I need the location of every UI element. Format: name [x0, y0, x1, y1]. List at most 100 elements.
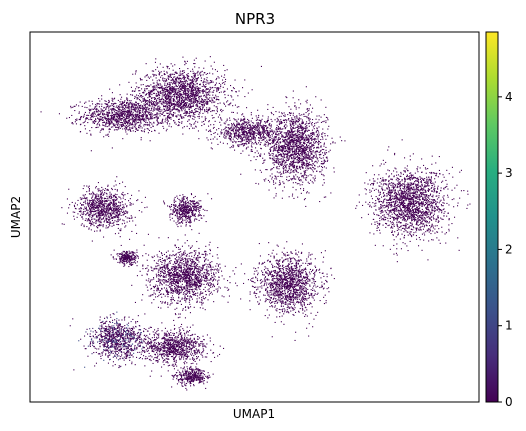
scatter-point — [228, 128, 230, 130]
scatter-point — [170, 89, 172, 91]
scatter-point — [123, 119, 125, 121]
scatter-point — [263, 159, 265, 161]
scatter-point — [164, 89, 166, 91]
scatter-point — [314, 161, 316, 163]
scatter-point — [244, 125, 246, 127]
scatter-point — [232, 128, 234, 130]
scatter-point — [323, 179, 325, 181]
scatter-point — [249, 135, 251, 137]
scatter-point — [308, 143, 310, 145]
scatter-point — [130, 124, 132, 126]
scatter-point — [297, 161, 299, 163]
scatter-point — [131, 122, 133, 124]
scatter-point — [178, 95, 180, 97]
scatter-point — [248, 142, 250, 144]
scatter-point — [124, 104, 126, 106]
scatter-point — [129, 127, 131, 129]
scatter-point — [98, 98, 100, 100]
scatter-point — [301, 136, 303, 138]
scatter-point — [288, 142, 290, 144]
scatter-point — [128, 102, 130, 104]
scatter-point — [259, 134, 261, 136]
scatter-point — [174, 96, 176, 98]
scatter-point — [298, 166, 300, 168]
scatter-point — [206, 109, 208, 111]
scatter-point — [307, 137, 309, 139]
scatter-point — [216, 87, 218, 89]
scatter-point — [190, 107, 192, 109]
scatter-point — [264, 180, 266, 182]
scatter-point — [139, 112, 141, 114]
scatter-point — [297, 134, 299, 136]
scatter-point — [236, 126, 238, 128]
scatter-point — [325, 120, 327, 122]
scatter-point — [276, 129, 278, 131]
scatter-point — [236, 130, 238, 132]
scatter-point — [211, 102, 213, 104]
scatter-point — [210, 81, 212, 83]
scatter-point — [293, 156, 295, 158]
scatter-point — [193, 100, 195, 102]
scatter-point — [125, 115, 127, 117]
scatter-point — [184, 98, 186, 100]
scatter-point — [160, 110, 162, 112]
scatter-point — [271, 131, 273, 133]
scatter-point — [150, 84, 152, 86]
scatter-point — [291, 138, 293, 140]
scatter-point — [267, 108, 269, 110]
scatter-point — [186, 75, 188, 77]
scatter-point — [280, 158, 282, 160]
scatter-point — [161, 113, 163, 115]
scatter-point — [301, 122, 303, 124]
scatter-point — [232, 87, 234, 89]
scatter-point — [295, 153, 297, 155]
scatter-point — [263, 153, 265, 155]
scatter-point — [234, 125, 236, 127]
scatter-point — [94, 108, 96, 110]
scatter-point — [306, 192, 308, 194]
scatter-point — [284, 164, 286, 166]
scatter-point — [241, 138, 243, 140]
scatter-point — [192, 102, 194, 104]
scatter-point — [138, 115, 140, 117]
scatter-point — [310, 146, 312, 148]
scatter-point — [190, 98, 192, 100]
scatter-point — [199, 87, 201, 89]
scatter-point — [297, 124, 299, 126]
scatter-point — [185, 62, 187, 64]
scatter-point — [308, 141, 310, 143]
scatter-point — [155, 104, 157, 106]
scatter-point — [135, 126, 137, 128]
scatter-point — [142, 95, 144, 97]
scatter-point — [146, 93, 148, 95]
scatter-point — [177, 77, 179, 79]
scatter-point — [147, 128, 149, 130]
scatter-point — [272, 133, 274, 135]
scatter-point — [166, 84, 168, 86]
scatter-point — [113, 113, 115, 115]
scatter-point — [174, 100, 176, 102]
scatter-point — [181, 86, 183, 88]
scatter-point — [168, 117, 170, 119]
scatter-point — [300, 159, 302, 161]
scatter-point — [208, 109, 210, 111]
scatter-point — [72, 106, 74, 108]
scatter-point — [308, 136, 310, 138]
scatter-point — [285, 102, 287, 104]
scatter-point — [277, 119, 279, 121]
scatter-point — [270, 125, 272, 127]
scatter-point — [274, 175, 276, 177]
scatter-point — [322, 128, 324, 130]
scatter-point — [196, 106, 198, 108]
scatter-point — [103, 136, 105, 138]
scatter-point — [194, 113, 196, 115]
scatter-point — [241, 127, 243, 129]
scatter-point — [168, 106, 170, 108]
scatter-point — [314, 175, 316, 177]
scatter-point — [101, 105, 103, 107]
scatter-point — [254, 126, 256, 128]
scatter-point — [124, 114, 126, 116]
scatter-point — [161, 122, 163, 124]
scatter-point — [140, 79, 142, 81]
scatter-point — [146, 79, 148, 81]
